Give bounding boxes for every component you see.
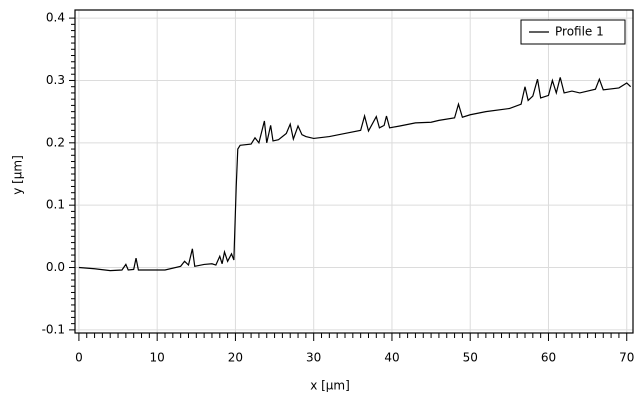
x-tick-label: 50	[463, 351, 478, 365]
y-tick-label: 0.3	[46, 73, 65, 87]
y-axis-label: y [µm]	[11, 155, 25, 195]
y-tick-label: 0.2	[46, 135, 65, 149]
y-tick-label: 0.4	[46, 11, 65, 25]
x-tick-label: 70	[619, 351, 634, 365]
x-tick-label: 0	[75, 351, 83, 365]
data-line	[78, 77, 632, 272]
x-tick-label: 60	[541, 351, 556, 365]
y-tick-label: -0.1	[42, 322, 65, 336]
x-tick-label: 30	[306, 351, 321, 365]
legend-label: Profile 1	[555, 25, 604, 39]
x-axis-label: x [µm]	[310, 379, 350, 393]
y-tick-label: 0.1	[46, 198, 65, 212]
x-tick-label: 20	[228, 351, 243, 365]
x-tick-label: 40	[384, 351, 399, 365]
x-tick-label: 10	[150, 351, 165, 365]
plot-frame	[74, 9, 634, 334]
y-tick-label: 0.0	[46, 260, 65, 274]
